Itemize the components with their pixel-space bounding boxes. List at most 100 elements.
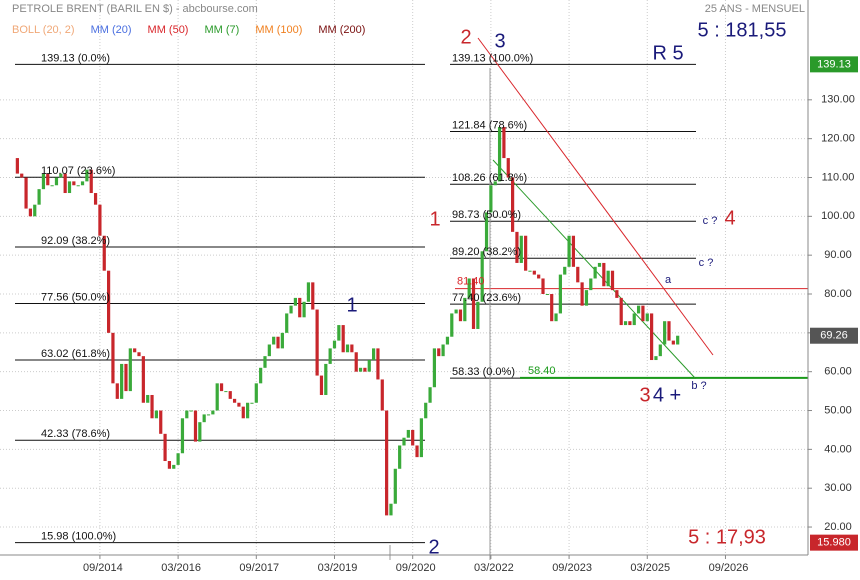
- fib-label: 58.33 (0.0%): [452, 366, 515, 378]
- candle-body: [228, 391, 232, 399]
- candle-body: [154, 410, 158, 419]
- candle-body: [411, 429, 415, 446]
- candle-body: [189, 410, 193, 412]
- legend-entry: MM (200): [318, 24, 365, 36]
- candle-body: [24, 177, 28, 209]
- resistance-trendline: [477, 37, 714, 356]
- wave-annotation: c ?: [703, 215, 718, 227]
- fib-label: 139.13 (0.0%): [41, 52, 110, 64]
- y-tick-label: 130.00: [821, 94, 855, 106]
- legend-entry: MM (7): [204, 24, 239, 36]
- y-tick-label: 80.00: [824, 288, 852, 300]
- candle-body: [489, 185, 493, 213]
- candle-body: [663, 321, 667, 345]
- y-tick-label: 40.00: [824, 443, 852, 455]
- candle-body: [180, 418, 185, 454]
- candle-body: [141, 356, 145, 403]
- candle-body: [319, 375, 324, 395]
- candle-body: [315, 309, 319, 376]
- candle-body: [619, 297, 623, 326]
- price-tag-label: 69.26: [820, 330, 848, 342]
- candle-body: [537, 274, 541, 279]
- wave-annotation: c ?: [699, 257, 714, 269]
- candle-body: [467, 278, 471, 298]
- candle-body: [237, 402, 241, 407]
- candle-body: [511, 177, 515, 232]
- x-tick-label: 09/2023: [552, 562, 592, 574]
- candle-body: [558, 274, 562, 314]
- legend-entry: MM (20): [91, 24, 132, 36]
- wave-annotation: 2: [460, 26, 471, 48]
- candle-body: [37, 189, 41, 205]
- wave-annotation: b ?: [691, 380, 706, 392]
- candle-body: [406, 429, 410, 438]
- candle-body: [584, 290, 589, 306]
- wave-annotation: 5 : 17,93: [688, 526, 766, 548]
- candle-body: [54, 177, 59, 186]
- price-tag-label: 15.980: [817, 537, 851, 549]
- candle-body: [76, 185, 80, 187]
- fib-label: 121.84 (78.6%): [452, 119, 527, 131]
- x-tick-label: 09/2026: [709, 562, 749, 574]
- candle-body: [150, 394, 154, 419]
- wave-annotation: 3: [494, 30, 505, 52]
- candle-body: [597, 262, 602, 267]
- candle-body: [93, 193, 98, 205]
- candle-body: [98, 204, 102, 236]
- candle-body: [89, 169, 93, 194]
- candle-body: [20, 173, 24, 178]
- candle-body: [610, 270, 615, 291]
- candle-body: [215, 383, 219, 411]
- candle-body: [102, 235, 106, 271]
- candle-body: [432, 348, 437, 388]
- candle-body: [576, 266, 580, 283]
- fib-label: 110.07 (23.6%): [41, 165, 115, 177]
- candle-body: [72, 181, 76, 186]
- candle-body: [428, 387, 432, 403]
- candle-body: [206, 414, 211, 416]
- x-tick-label: 03/2025: [630, 562, 670, 574]
- candle-body: [285, 313, 289, 333]
- candle-body: [185, 410, 189, 419]
- candle-body: [276, 336, 280, 349]
- candle-body: [85, 169, 89, 182]
- candle-body: [133, 348, 137, 353]
- candle-body: [441, 344, 445, 357]
- wave-annotation: 5 : 181,55: [698, 19, 787, 41]
- candle-body: [107, 270, 111, 333]
- candle-body: [524, 235, 528, 271]
- candle-body: [172, 464, 176, 469]
- candle-body: [445, 336, 450, 345]
- candle-body: [623, 321, 628, 326]
- candle-body: [193, 410, 198, 442]
- candle-body: [80, 181, 85, 186]
- candle-body: [272, 336, 276, 345]
- candle-body: [506, 158, 510, 178]
- chart-title: PETROLE BRENT (BARIL EN $) - abcbourse.c…: [12, 3, 258, 15]
- candle-body: [289, 305, 293, 314]
- candle-body: [389, 503, 393, 516]
- candle-body: [454, 309, 458, 314]
- candle-body: [658, 344, 662, 357]
- candle-body: [159, 410, 163, 434]
- text-layer: 20.0030.0040.0050.0060.0070.0080.0090.00…: [12, 19, 858, 574]
- candle-body: [371, 348, 376, 361]
- candle-body: [28, 208, 33, 217]
- candle-body: [636, 305, 641, 314]
- candle-body: [480, 251, 484, 302]
- candle-body: [33, 204, 37, 217]
- candle-body: [484, 212, 489, 252]
- candle-body: [476, 301, 480, 329]
- candle-body: [263, 356, 267, 368]
- x-tick-label: 09/2017: [239, 562, 279, 574]
- price-level-label: 58.40: [528, 365, 556, 377]
- legend-entry: BOLL (20, 2): [12, 24, 75, 36]
- candle-body: [676, 335, 680, 345]
- candle-body: [63, 173, 67, 194]
- candle-body: [46, 173, 50, 186]
- candle-body: [393, 468, 397, 504]
- wave-annotation: 2: [428, 536, 439, 558]
- candle-body: [667, 321, 671, 341]
- candle-body: [580, 282, 584, 306]
- price-tag: [810, 534, 858, 551]
